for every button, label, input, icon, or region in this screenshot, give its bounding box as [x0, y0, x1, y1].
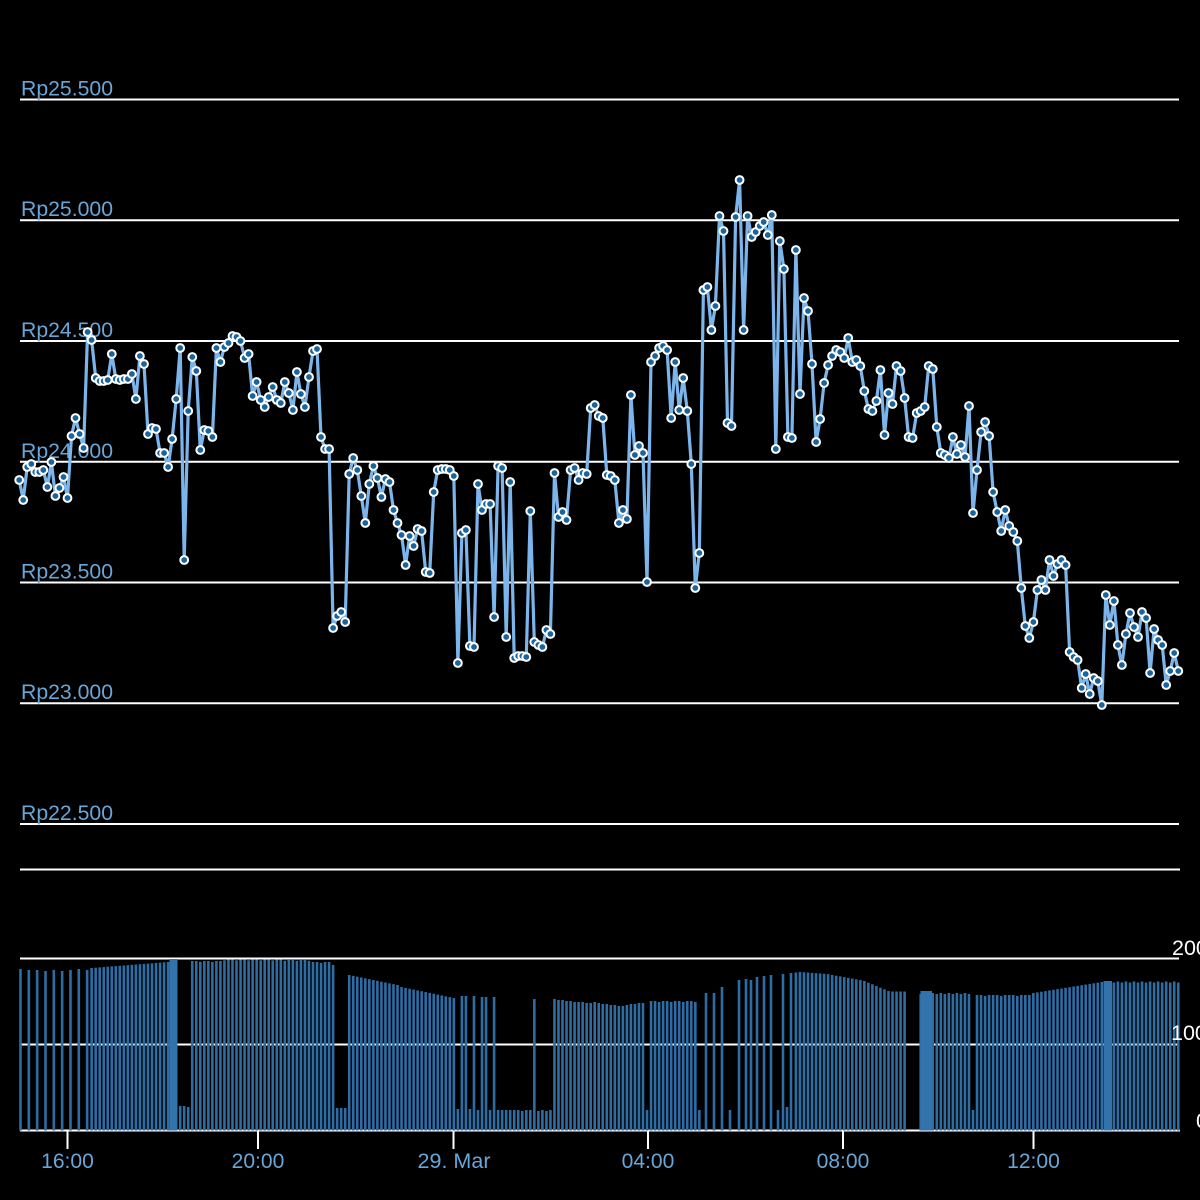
svg-text:Rp23.000: Rp23.000 — [21, 680, 113, 704]
svg-text:Rp25.500: Rp25.500 — [21, 77, 113, 101]
svg-text:Rp25.000: Rp25.000 — [21, 197, 113, 221]
svg-text:04:00: 04:00 — [622, 1149, 675, 1173]
svg-text:29. Mar: 29. Mar — [418, 1149, 491, 1173]
svg-text:12:00: 12:00 — [1007, 1149, 1060, 1173]
svg-text:200.000.000: 200.000.000 — [1172, 936, 1200, 960]
svg-text:Rp24.500: Rp24.500 — [21, 318, 113, 342]
svg-text:08:00: 08:00 — [817, 1149, 870, 1173]
svg-text:Rp22.500: Rp22.500 — [21, 801, 113, 825]
svg-text:20:00: 20:00 — [232, 1149, 285, 1173]
svg-text:Rp24.000: Rp24.000 — [21, 439, 113, 463]
svg-text:16:00: 16:00 — [41, 1149, 94, 1173]
svg-text:Rp23.500: Rp23.500 — [21, 560, 113, 584]
svg-text:0: 0 — [1196, 1109, 1200, 1133]
svg-text:100.000.000: 100.000.000 — [1171, 1021, 1200, 1045]
